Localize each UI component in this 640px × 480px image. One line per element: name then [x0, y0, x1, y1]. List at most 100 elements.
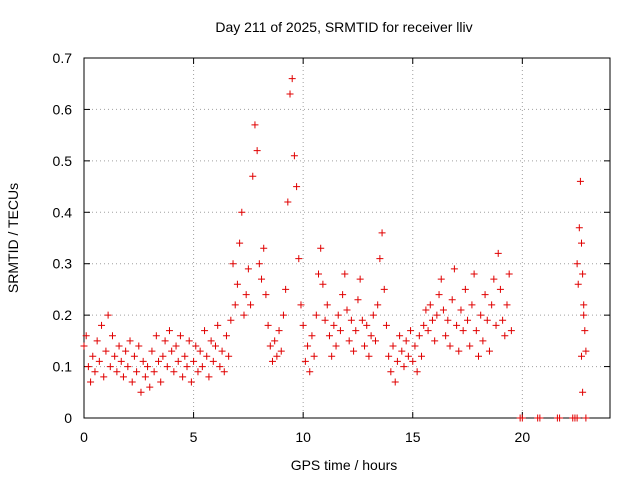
data-point — [236, 239, 244, 247]
data-point — [339, 291, 347, 299]
data-point — [581, 327, 589, 335]
x-tick-label: 10 — [295, 429, 311, 445]
data-point — [396, 332, 404, 340]
data-point — [80, 342, 88, 350]
y-tick-label: 0 — [64, 410, 72, 426]
data-point — [137, 388, 145, 396]
data-point — [556, 414, 564, 422]
data-point — [104, 311, 112, 319]
data-point — [240, 311, 248, 319]
data-point — [354, 296, 362, 304]
data-point — [578, 352, 586, 360]
data-point — [244, 265, 252, 273]
data-point — [507, 327, 515, 335]
data-point — [172, 342, 180, 350]
data-point — [382, 321, 390, 329]
data-point — [304, 342, 312, 350]
data-point — [227, 316, 235, 324]
x-axis-label: GPS time / hours — [291, 457, 398, 473]
data-point — [361, 342, 369, 350]
data-point — [266, 342, 274, 350]
data-point — [356, 275, 364, 283]
data-point — [575, 224, 583, 232]
data-point — [321, 316, 329, 324]
plot-frame — [83, 57, 611, 419]
data-point — [435, 291, 443, 299]
data-point — [490, 275, 498, 283]
data-point — [262, 291, 270, 299]
data-point — [148, 347, 156, 355]
data-point — [323, 301, 331, 309]
data-point — [91, 368, 99, 376]
data-point — [461, 285, 469, 293]
data-point — [422, 306, 430, 314]
data-point — [205, 373, 213, 381]
data-point — [258, 275, 266, 283]
data-point — [100, 373, 108, 381]
data-points — [80, 75, 590, 422]
data-point — [209, 357, 217, 365]
data-point — [225, 352, 233, 360]
data-point — [418, 352, 426, 360]
y-tick-label: 0.7 — [53, 50, 73, 66]
data-point — [249, 172, 257, 180]
data-point — [108, 332, 116, 340]
data-point — [155, 357, 163, 365]
data-point — [176, 332, 184, 340]
data-point — [439, 306, 447, 314]
data-point — [479, 337, 487, 345]
data-point — [299, 321, 307, 329]
data-point — [179, 373, 187, 381]
data-point — [393, 357, 401, 365]
y-axis-label: SRMTID / TECUs — [5, 183, 21, 293]
data-point — [404, 352, 412, 360]
data-point — [332, 342, 340, 350]
data-point — [128, 378, 136, 386]
data-point — [315, 270, 323, 278]
data-point — [253, 147, 261, 155]
data-point — [119, 373, 127, 381]
data-point — [192, 342, 200, 350]
y-tick-label: 0.5 — [53, 153, 73, 169]
data-point — [341, 270, 349, 278]
data-point — [201, 327, 209, 335]
data-point — [503, 301, 511, 309]
axis-ticks: 0 0.1 0.2 0.3 0.4 0.5 0.6 0.7 0 5 10 15 20 — [53, 50, 610, 445]
data-point — [409, 357, 417, 365]
data-point — [288, 75, 296, 83]
data-point — [150, 368, 158, 376]
data-point — [229, 260, 237, 268]
data-point — [312, 311, 320, 319]
data-point — [133, 368, 141, 376]
data-point — [242, 291, 250, 299]
data-point — [196, 347, 204, 355]
data-point — [247, 301, 255, 309]
data-point — [111, 352, 119, 360]
data-point — [306, 368, 314, 376]
data-point — [574, 280, 582, 288]
data-point — [578, 239, 586, 247]
data-point — [444, 316, 452, 324]
data-point — [216, 363, 224, 371]
data-point — [273, 352, 281, 360]
data-point — [106, 363, 114, 371]
data-point — [464, 316, 472, 324]
data-point — [457, 306, 465, 314]
data-point — [183, 363, 191, 371]
data-point — [222, 332, 230, 340]
y-tick-label: 0.6 — [53, 101, 73, 117]
data-point — [157, 378, 165, 386]
data-point — [144, 363, 152, 371]
data-point — [505, 270, 513, 278]
x-tick-label: 15 — [405, 429, 421, 445]
data-point — [277, 347, 285, 355]
data-point — [115, 342, 123, 350]
data-point — [492, 321, 500, 329]
data-point — [442, 332, 450, 340]
data-point — [424, 327, 432, 335]
data-point — [117, 357, 125, 365]
data-point — [268, 357, 276, 365]
data-point — [124, 363, 132, 371]
data-point — [369, 311, 377, 319]
